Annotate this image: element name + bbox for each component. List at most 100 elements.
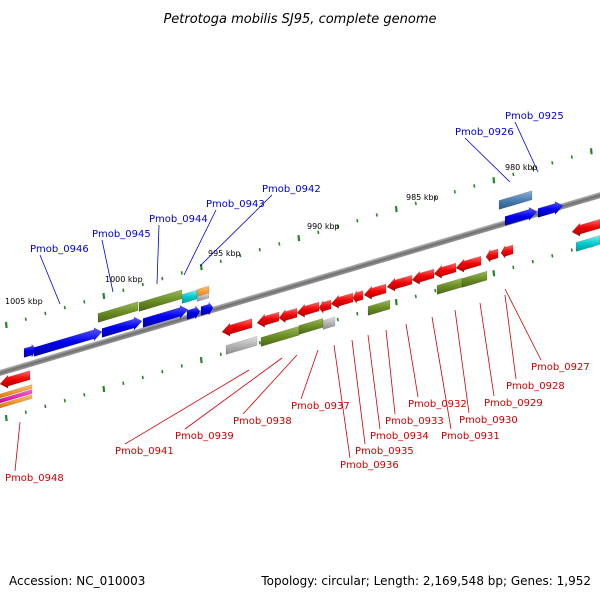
- leader-line: [333, 344, 351, 459]
- ruler-tick: [453, 190, 456, 194]
- ruler-tick: [589, 148, 593, 155]
- ruler-tick: [141, 375, 144, 380]
- label-leader-lines: [14, 121, 542, 472]
- ruler-tick: [219, 352, 222, 357]
- gene-label-upper: Pmob_0925: [505, 111, 564, 122]
- gene-arrow-reverse: [0, 370, 31, 389]
- gene-arrow-reverse: [500, 244, 514, 260]
- ruler-tick: [414, 201, 417, 206]
- gene-arrow-reverse: [575, 235, 600, 252]
- ruler-tick: [473, 184, 476, 188]
- tick-label: 980 kbp: [505, 163, 538, 172]
- ruler-tick: [180, 271, 183, 275]
- gene-arrow-forward: [23, 343, 37, 358]
- ruler-tick: [278, 242, 281, 246]
- gene-arrow-reverse: [455, 255, 482, 273]
- gene-arrow-reverse: [436, 277, 463, 295]
- leader-line: [14, 421, 21, 472]
- ruler-tick: [434, 195, 437, 200]
- ruler-tick: [297, 235, 301, 242]
- gene-label-upper: Pmob_0945: [92, 229, 151, 240]
- ruler-tick: [161, 276, 164, 281]
- gene-arrow-forward: [33, 327, 103, 357]
- ruler-tick: [24, 410, 27, 414]
- gene-arrow-reverse: [296, 301, 320, 318]
- tick-label: 990 kbp: [307, 222, 340, 231]
- gene-arrow-reverse: [433, 262, 457, 279]
- leader-line: [405, 323, 419, 398]
- ruler-tick: [258, 247, 261, 252]
- gene-arrow-forward: [142, 305, 189, 328]
- gene-arrow-reverse: [461, 270, 488, 288]
- gene-label-upper: Pmob_0942: [262, 184, 321, 195]
- gene-label-lower: Pmob_0929: [484, 398, 543, 409]
- ruler-tick: [63, 398, 66, 403]
- coordinate-tick-labels: 980 kbp 985 kbp 990 kbp 995 kbp 1000 kbp 1005…: [5, 163, 538, 306]
- gene-label-upper: Pmob_0943: [206, 199, 265, 210]
- gene-label-upper: Pmob_0946: [30, 244, 89, 255]
- leader-line: [184, 357, 283, 430]
- leader-line: [351, 339, 366, 445]
- ruler-tick: [492, 177, 496, 184]
- ruler-tick: [512, 265, 515, 270]
- ruler-tick: [44, 404, 47, 409]
- leader-line: [183, 209, 217, 276]
- ruler-tick: [414, 294, 417, 299]
- gene-arrow-reverse: [256, 311, 280, 328]
- leader-line: [504, 288, 542, 361]
- upper-strand-gene-labels: Pmob_0925 Pmob_0926 Pmob_0942 Pmob_0943 Pmob…: [30, 111, 564, 255]
- ruler-tick: [63, 305, 66, 310]
- gene-label-lower: Pmob_0934: [370, 431, 429, 442]
- leader-line: [479, 302, 495, 397]
- ruler-tick: [336, 317, 339, 322]
- gene-label-lower: Pmob_0938: [233, 416, 292, 427]
- ruler-tick: [161, 369, 164, 374]
- leader-line: [454, 309, 470, 414]
- gene-label-lower: Pmob_0928: [506, 381, 565, 392]
- gene-label-lower: Pmob_0941: [115, 446, 174, 457]
- leader-line: [124, 369, 250, 445]
- ruler-tick: [375, 213, 378, 217]
- ruler-tick: [434, 288, 437, 293]
- ruler-tick: [531, 166, 534, 171]
- gene-arrow-reverse: [0, 384, 33, 399]
- leader-line: [101, 239, 114, 293]
- gene-arrow-forward: [186, 305, 201, 321]
- tick-label: 985 kbp: [406, 193, 439, 202]
- gene-features: [0, 190, 600, 409]
- gene-arrow-reverse: [386, 274, 413, 292]
- leader-line: [199, 194, 273, 267]
- gene-arrow-reverse: [298, 317, 324, 335]
- lower-strand-gene-labels: Pmob_0927 Pmob_0928 Pmob_0929 Pmob_0930 Pmob…: [5, 362, 590, 484]
- ruler-tick: [394, 206, 398, 213]
- ruler-tick: [141, 282, 144, 287]
- leader-line: [514, 121, 539, 173]
- ruler-tick: [102, 292, 106, 300]
- tick-label: 1005 kbp: [5, 297, 43, 306]
- gene-arrow-reverse: [221, 318, 253, 337]
- gene-arrow-forward: [200, 301, 214, 316]
- gene-label-upper: Pmob_0944: [149, 214, 208, 225]
- gene-label-lower: Pmob_0933: [385, 416, 444, 427]
- ruler-tick: [4, 414, 8, 422]
- ruler-tick: [4, 321, 8, 329]
- leader-line: [504, 294, 517, 380]
- gene-arrow-forward: [181, 289, 198, 304]
- gene-arrow-forward: [138, 289, 183, 312]
- gene-arrow-reverse: [363, 283, 387, 300]
- ruler-tick: [570, 155, 573, 159]
- gene-arrow-forward: [196, 292, 210, 302]
- ruler-tick: [122, 381, 125, 385]
- gene-label-lower: Pmob_0927: [531, 362, 590, 373]
- leader-line: [385, 329, 396, 415]
- ruler-tick: [102, 385, 106, 393]
- gene-arrow-reverse: [571, 218, 600, 237]
- gene-arrow-reverse: [260, 325, 300, 347]
- gene-label-upper: Pmob_0926: [455, 127, 514, 138]
- map-title: Petrotoga mobilis SJ95, complete genome: [163, 12, 436, 27]
- gene-label-lower: Pmob_0932: [408, 399, 467, 410]
- gene-arrow-reverse: [0, 394, 33, 409]
- gene-arrow-forward: [97, 301, 139, 323]
- tick-label: 1000 kbp: [105, 275, 143, 284]
